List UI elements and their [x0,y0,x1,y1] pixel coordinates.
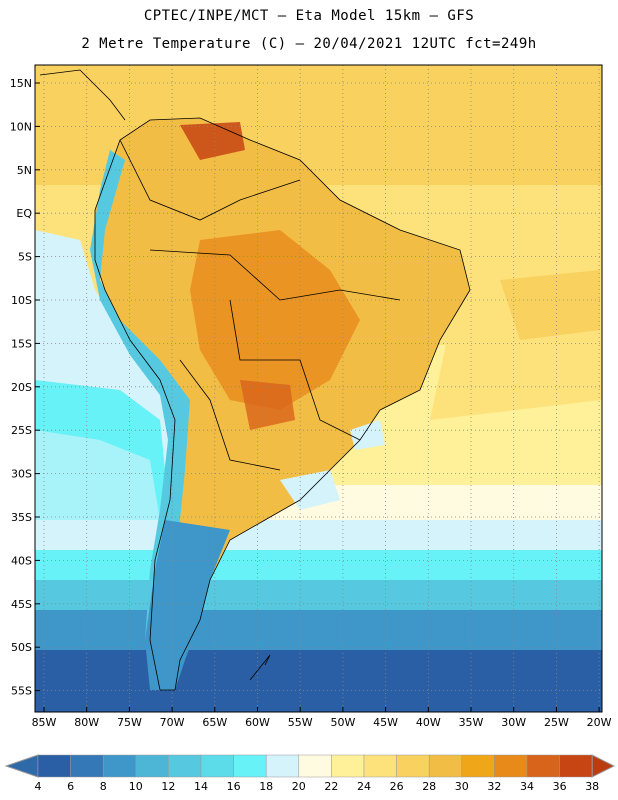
colorbar-above-arrow [591,754,616,778]
colorbar-swatch [265,754,300,778]
lon-label: 80W [74,716,99,729]
colorbar-swatch [168,754,202,778]
lat-label: 40S [11,554,32,567]
colorbar-swatch [428,754,463,778]
colorbar-swatch [363,754,397,778]
latitude-axis: 15N 10N 5N EQ 5S 10S 15S 20S 25S 30S 35S 40S 45S 50S 5… [10,77,40,698]
lon-label: 70W [160,716,185,729]
lon-label: 85W [32,716,57,729]
graticule [35,65,602,712]
lon-label: 25W [544,716,569,729]
colorbar-label: 6 [67,780,75,793]
lat-label: EQ [16,207,32,220]
colorbar-swatch [200,754,234,778]
colorbar-swatch [70,754,104,778]
colorbar-label: 20 [291,780,306,793]
chart-title: CPTEC/INPE/MCT – Eta Model 15km – GFS [143,8,475,24]
colorbar-label: 10 [128,780,143,793]
lat-label: 15S [11,337,32,350]
lat-label: 55S [11,685,32,698]
lon-label: 40W [416,716,441,729]
lat-label: 35S [11,511,32,524]
lat-label: 15N [10,77,32,90]
lat-label: 50S [11,641,32,654]
lat-label: 5S [18,251,32,264]
colorbar-label: 32 [487,780,502,793]
colorbar-swatch [37,754,71,778]
colorbar-swatch [526,754,560,778]
colorbar-swatch [102,754,137,778]
colorbar-label: 24 [357,780,371,793]
lat-label: 30S [11,468,32,481]
lat-label: 25S [11,424,32,437]
map-field [35,65,602,712]
colorbar-swatch [331,754,365,778]
colorbar-label: 18 [259,780,274,793]
lon-label: 45W [373,716,398,729]
colorbar-label: 36 [552,780,567,793]
colorbar-label: 8 [99,780,107,793]
colorbar-swatch [494,754,528,778]
colorbar-label: 26 [389,780,404,793]
colorbar-label: 38 [585,780,600,793]
colorbar-swatch [461,754,495,778]
colorbar-label: 4 [34,780,42,793]
lat-label: 5N [17,164,32,177]
lat-label: 20S [11,381,32,394]
coastline [39,69,471,691]
colorbar-swatch [559,754,593,778]
lon-label: 20W [587,716,612,729]
longitude-axis: 85W 80W 75W 70W 65W 60W 55W 50W 45W 40W 35W 30W 25W 2… [32,707,612,729]
lon-label: 50W [330,716,355,729]
lon-label: 35W [459,716,484,729]
lon-label: 65W [202,716,227,729]
colorbar-swatch [396,754,430,778]
colorbar-swatch [233,754,267,778]
lon-label: 30W [501,716,526,729]
colorbar-label: 28 [422,780,437,793]
lat-label: 10S [11,294,32,307]
colorbar-below-arrow [4,754,39,778]
colorbar-label: 22 [324,780,339,793]
lat-label: 45S [11,598,32,611]
colorbar-label: 34 [520,780,534,793]
colorbar-label: 12 [161,780,176,793]
colorbar-label: 30 [454,780,469,793]
colorbar [4,754,616,778]
lon-label: 55W [288,716,313,729]
colorbar-swatch [135,754,169,778]
colorbar-swatch [298,754,332,778]
map-border [34,64,603,713]
colorbar-label: 14 [194,780,208,793]
colorbar-labels: 4 6 8 10 12 14 16 18 20 22 24 26 28 30 32 34 36 38 [0,780,618,796]
chart-subtitle: 2 Metre Temperature (C) – 20/04/2021 12U… [81,36,537,52]
lat-label: 10N [10,120,32,133]
lon-label: 60W [245,716,270,729]
colorbar-label: 16 [226,780,241,793]
lon-label: 75W [117,716,142,729]
